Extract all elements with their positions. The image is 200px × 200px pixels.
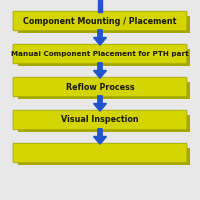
Polygon shape bbox=[94, 30, 106, 45]
Polygon shape bbox=[94, 63, 106, 78]
Text: Reflow Process: Reflow Process bbox=[66, 83, 134, 92]
FancyBboxPatch shape bbox=[13, 143, 187, 163]
Polygon shape bbox=[18, 148, 190, 165]
FancyBboxPatch shape bbox=[13, 11, 187, 31]
Polygon shape bbox=[18, 115, 190, 132]
Text: Visual Inspection: Visual Inspection bbox=[61, 116, 139, 124]
Text: Component Mounting / Placement: Component Mounting / Placement bbox=[23, 17, 177, 25]
FancyBboxPatch shape bbox=[13, 77, 187, 97]
Polygon shape bbox=[18, 49, 190, 66]
FancyBboxPatch shape bbox=[13, 110, 187, 130]
Polygon shape bbox=[94, 129, 106, 144]
Polygon shape bbox=[98, 0, 102, 12]
Polygon shape bbox=[94, 96, 106, 111]
Polygon shape bbox=[18, 82, 190, 99]
Text: Manual Component Placement for PTH part: Manual Component Placement for PTH part bbox=[11, 51, 189, 57]
Polygon shape bbox=[18, 16, 190, 33]
FancyBboxPatch shape bbox=[13, 44, 187, 64]
